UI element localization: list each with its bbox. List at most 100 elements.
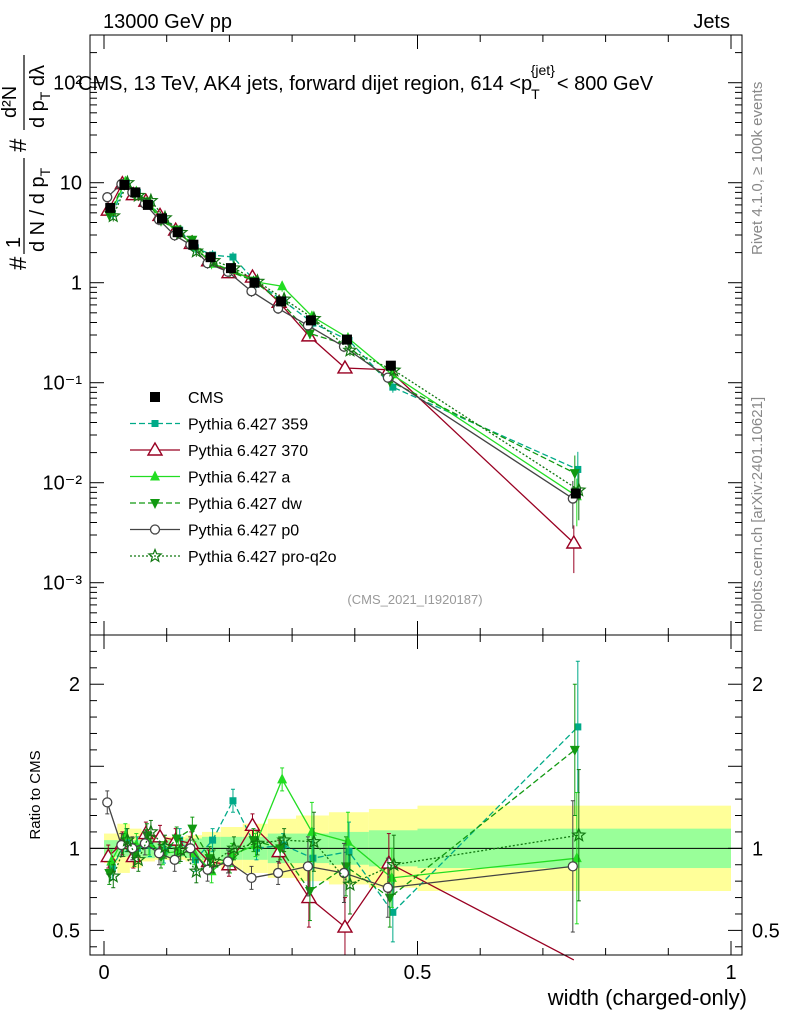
y-tick-label-main: 10 [60, 173, 82, 195]
ratio-point-pq2o [143, 823, 159, 839]
main-point-pq2o [342, 342, 358, 357]
main-point-cms [225, 263, 236, 274]
main-point-pdw [569, 469, 580, 480]
main-point-cms [249, 277, 260, 288]
y-label-den2: d pT dλ [27, 65, 53, 128]
ratio-point-p359 [574, 723, 582, 731]
main-frame [89, 34, 743, 636]
main-point-pdw [304, 329, 315, 340]
ratio-point-pp0 [202, 864, 213, 875]
main-point-pq2o [105, 207, 122, 223]
y-label-hash1: # [5, 256, 32, 270]
main-point-p359 [229, 253, 237, 261]
main-point-cms [205, 252, 216, 263]
main-point-cms [119, 179, 130, 190]
ratio-point-pp0 [246, 872, 257, 884]
ratio-point-pp0 [102, 797, 113, 808]
main-point-p370 [336, 359, 354, 374]
y-tick-label-main: 10⁻³ [43, 573, 83, 595]
y-tick-label-ratio-left: 0.5 [52, 920, 80, 942]
ratio-point-pq2o [342, 876, 358, 892]
y-tick-label-ratio-left: 1 [69, 838, 80, 860]
ratio-point-pp0 [169, 854, 180, 865]
mcplots-label: mcplots.cern.ch [arXiv:2401.10621] [749, 397, 766, 632]
main-point-pa [277, 280, 288, 291]
main-point-cms [188, 239, 199, 250]
legend-label-pp0: Pythia 6.427 p0 [188, 523, 299, 540]
axes: 0 0.5 1 10⁻³ 10⁻² 10⁻¹ 1 10 10² 0.5 0.5 1 1 2 2 [43, 34, 780, 984]
ratio-point-pq2o [172, 841, 189, 857]
y-tick-label-main: 10⁻² [43, 473, 83, 495]
main-point-cms [570, 488, 581, 499]
x-axis-label: width (charged-only) [547, 985, 747, 1010]
legend-marker-pq2o [147, 547, 163, 563]
ratio-plot [100, 660, 587, 961]
main-point-cms [276, 296, 287, 307]
legend-marker-pa [150, 470, 160, 481]
legend-label-pdw: Pythia 6.427 dw [188, 496, 302, 513]
y-tick-label-main: 10² [53, 73, 82, 95]
legend-label-cms: CMS [188, 390, 224, 407]
main-point-p359 [389, 383, 397, 391]
main-point-cms [385, 360, 396, 371]
legend-marker-pdw [150, 499, 160, 509]
plot-title: CMS, 13 TeV, AK4 jets, forward dijet reg… [78, 62, 654, 102]
ratio-point-p359 [345, 848, 353, 856]
legend-label-p370: Pythia 6.427 370 [188, 443, 308, 460]
y-tick-label-main: 1 [71, 273, 82, 295]
main-point-cms [305, 315, 316, 326]
ratio-point-p359 [229, 797, 237, 805]
y-label-num2: d²N [0, 86, 21, 118]
main-point-cms [172, 227, 183, 238]
ratio-line-pq2o [112, 830, 579, 886]
legend-marker-pp0 [149, 524, 161, 535]
ratio-point-pq2o [306, 833, 322, 849]
ratio-point-pq2o [130, 851, 147, 867]
main-line-p359 [111, 181, 579, 471]
legend-label-pq2o: Pythia 6.427 pro-q2o [188, 549, 337, 566]
ratio-point-pdw [569, 745, 580, 756]
ratio-point-pq2o [571, 827, 587, 842]
ratio-point-pdw [187, 824, 198, 835]
ratio-point-pq2o [205, 853, 222, 869]
y-tick-label-ratio-right: 1 [752, 838, 763, 860]
ratio-point-pp0 [567, 861, 578, 872]
analysis-ref: (CMS_2021_I1920187) [347, 592, 482, 607]
ratio-point-pq2o [105, 868, 122, 883]
ratio-point-p359 [209, 836, 217, 844]
legend-marker-cms [150, 392, 160, 402]
ratio-y-label: Ratio to CMS [27, 750, 44, 839]
y-tick-label-main: 10⁻¹ [43, 373, 83, 395]
ratio-point-pq2o [249, 835, 266, 851]
y-tick-label-ratio-right: 2 [752, 674, 763, 696]
ratio-point-p370 [244, 816, 261, 832]
ratio-point-pp0 [222, 856, 234, 867]
header-left: 13000 GeV pp [103, 11, 232, 33]
ratio-point-p359 [389, 908, 397, 916]
ratio-point-pq2o [386, 856, 402, 872]
ratio-point-pq2o [157, 838, 173, 854]
ratio-point-pq2o [276, 831, 292, 847]
ratio-frame [89, 634, 743, 956]
y-label-hash2: # [5, 138, 32, 152]
ratio-point-pp0 [338, 867, 350, 879]
x-tick-label: 0 [98, 962, 109, 984]
ratio-point-pq2o [119, 831, 136, 847]
y-tick-label-ratio-right: 0.5 [752, 920, 780, 942]
legend-label-pa: Pythia 6.427 a [188, 470, 290, 487]
ratio-point-p370 [336, 918, 354, 933]
y-label-num1: 1 [3, 237, 25, 248]
ratio-point-p359 [122, 836, 130, 844]
x-tick-label: 0.5 [404, 962, 432, 984]
ratio-point-pdw [275, 844, 286, 855]
main-point-pp0 [102, 192, 113, 203]
main-point-cms [156, 213, 167, 224]
legend-marker-p370 [146, 441, 164, 456]
rivet-label: Rivet 4.1.0, ≥ 100k events [749, 82, 766, 255]
ratio-point-pq2o [226, 840, 242, 855]
ratio-point-p370 [300, 889, 318, 904]
main-y-label: # 1 d N / d pT # d²N d pT dλ [0, 55, 53, 270]
ratio-point-pp0 [272, 867, 284, 879]
legend: CMS Pythia 6.427 359 Pythia 6.427 370 Pythi… [130, 390, 337, 566]
